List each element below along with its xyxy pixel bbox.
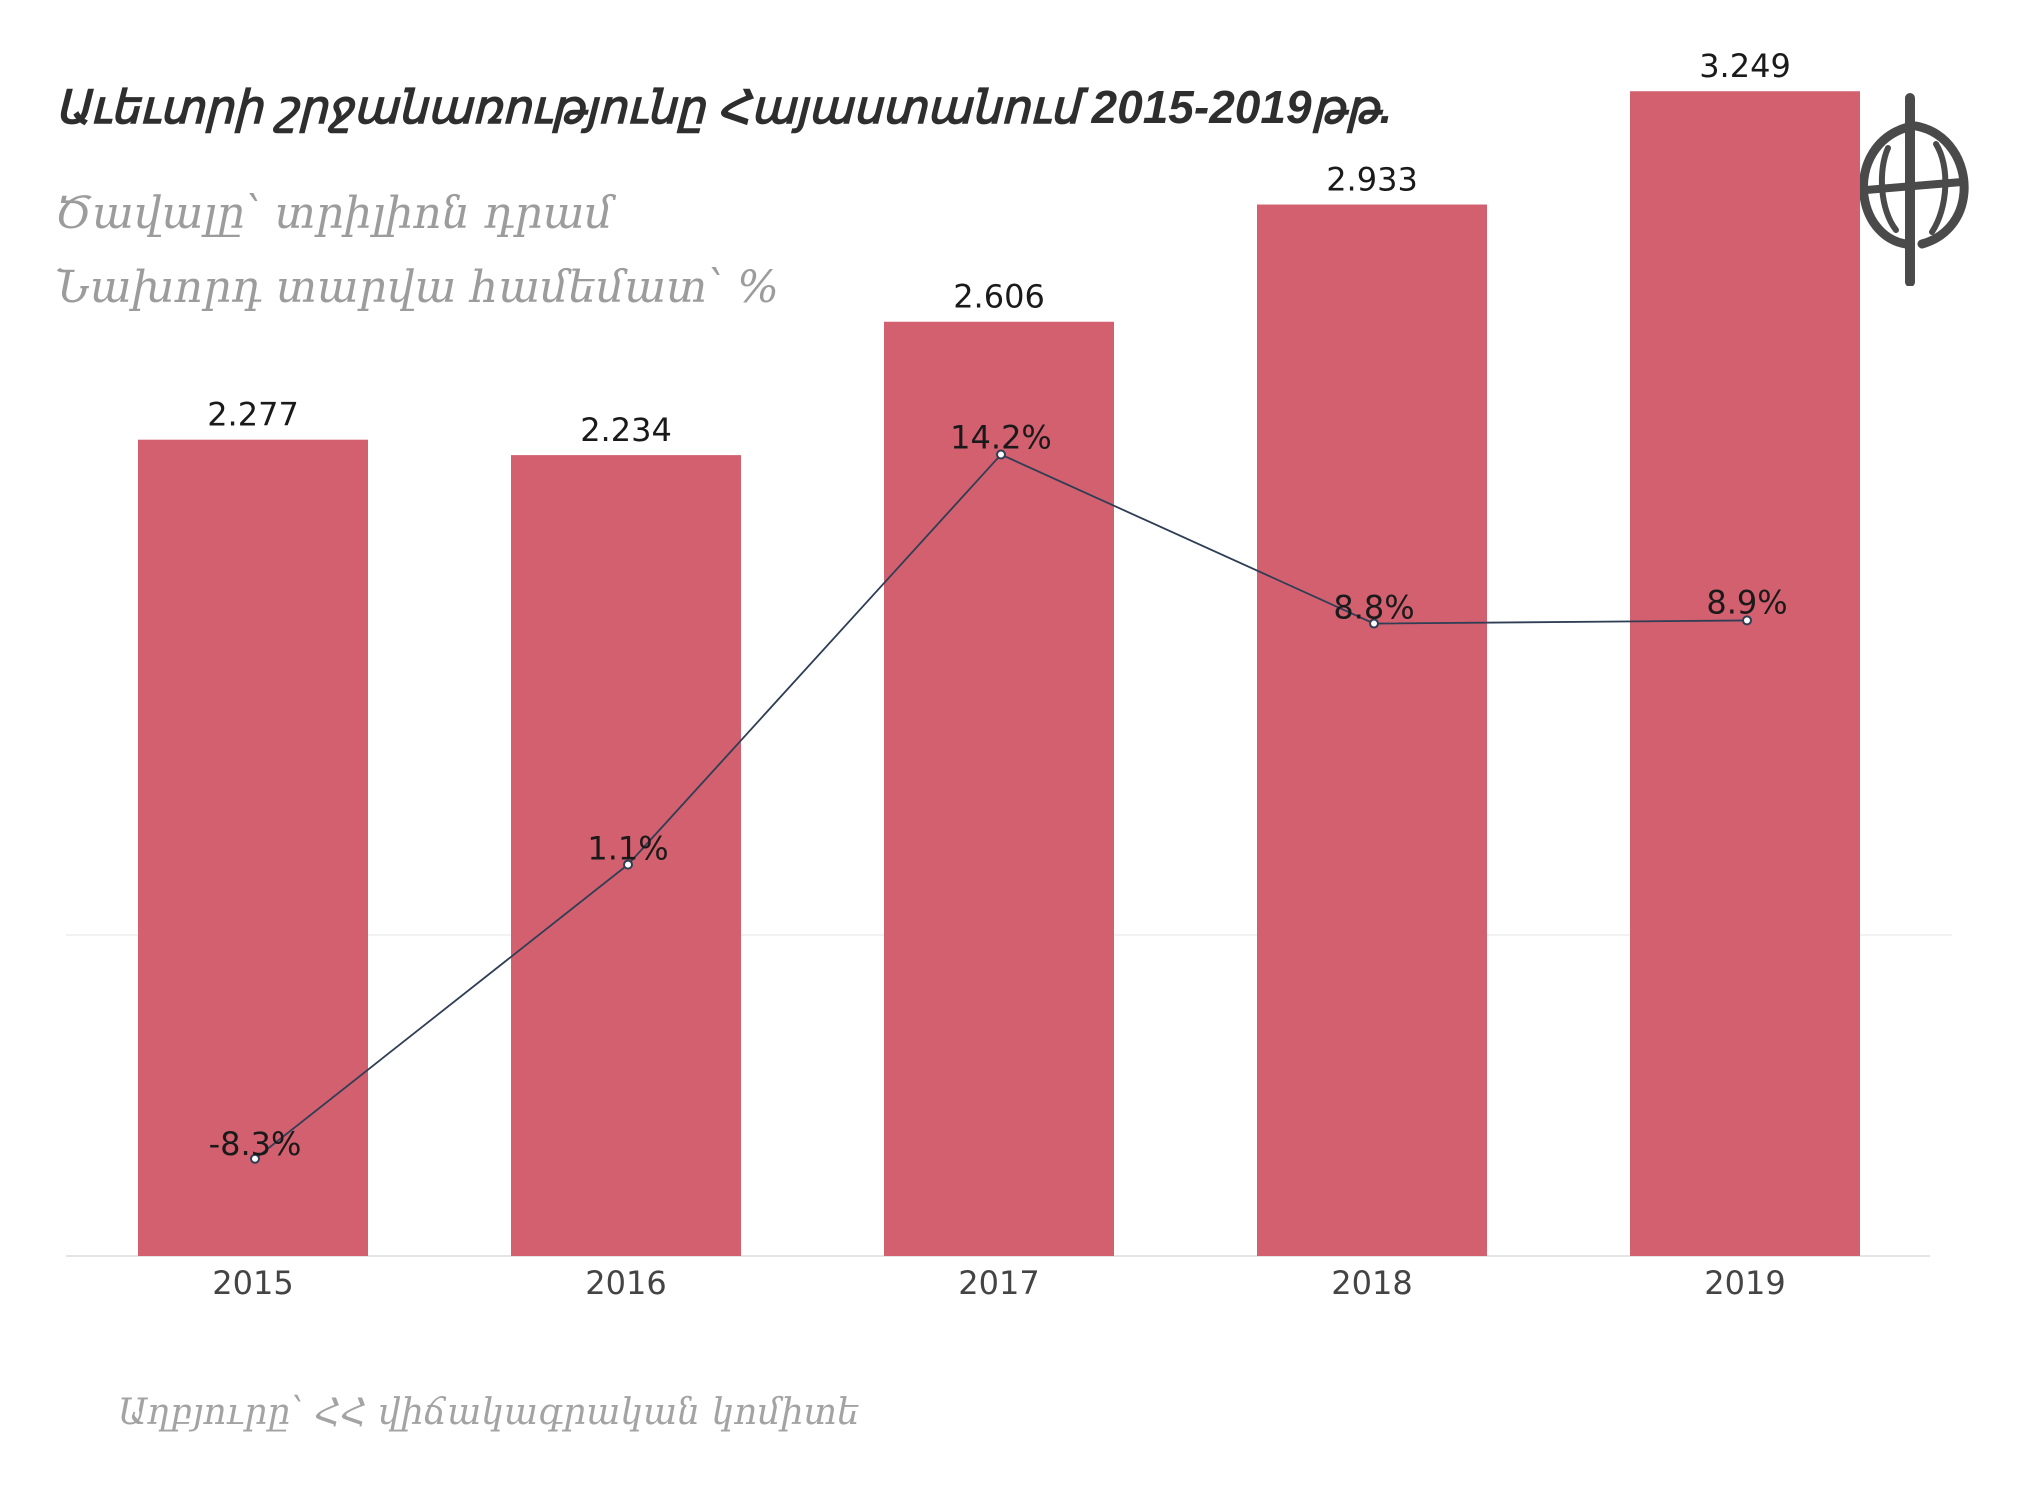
globe-emblem-icon xyxy=(1858,93,1969,286)
chart-title: Աւեւտրի շրջանառությունը Հայաստանում 2015… xyxy=(55,81,1393,133)
growth-label-2017: 14.2% xyxy=(950,419,1052,457)
chart-subtitle-change: Նախորդ տարվա համեմատ՝ % xyxy=(55,262,779,313)
growth-label-2019: 8.9% xyxy=(1706,583,1787,621)
bar-value-label-2019: 3.249 xyxy=(1699,47,1791,85)
bar-value-label-2015: 2.277 xyxy=(207,396,299,434)
growth-label-2018: 8.8% xyxy=(1333,589,1414,627)
growth-point-2018 xyxy=(1369,618,1379,629)
bar-value-label-2018: 2.933 xyxy=(1326,161,1418,199)
x-tick-label-2017: 2017 xyxy=(958,1264,1039,1302)
x-tick-label-2018: 2018 xyxy=(1331,1264,1412,1302)
x-tick-label-2019: 2019 xyxy=(1704,1264,1785,1302)
growth-point-2015 xyxy=(250,1153,260,1164)
x-tick-label-2015: 2015 xyxy=(212,1264,293,1302)
bar-2019 xyxy=(1630,91,1860,1256)
bar-2016 xyxy=(511,455,741,1257)
bar-2018 xyxy=(1257,204,1487,1256)
chart-subtitle-volume: Ծավալը՝ տրիլիոն դրամ xyxy=(55,188,613,239)
growth-label-2016: 1.1% xyxy=(587,830,668,868)
bar-value-label-2016: 2.234 xyxy=(580,411,672,449)
source-note: Աղբյուրը՝ ՀՀ վիճակագրական կոմիտե xyxy=(118,1392,860,1433)
growth-point-2017 xyxy=(996,449,1006,460)
bar-2015 xyxy=(138,439,368,1256)
bar-2017 xyxy=(884,321,1114,1256)
x-tick-label-2016: 2016 xyxy=(585,1264,666,1302)
growth-point-2016 xyxy=(623,859,633,870)
growth-point-2019 xyxy=(1742,615,1752,626)
bar-value-label-2017: 2.606 xyxy=(953,278,1045,316)
growth-label-2015: -8.3% xyxy=(209,1125,302,1163)
